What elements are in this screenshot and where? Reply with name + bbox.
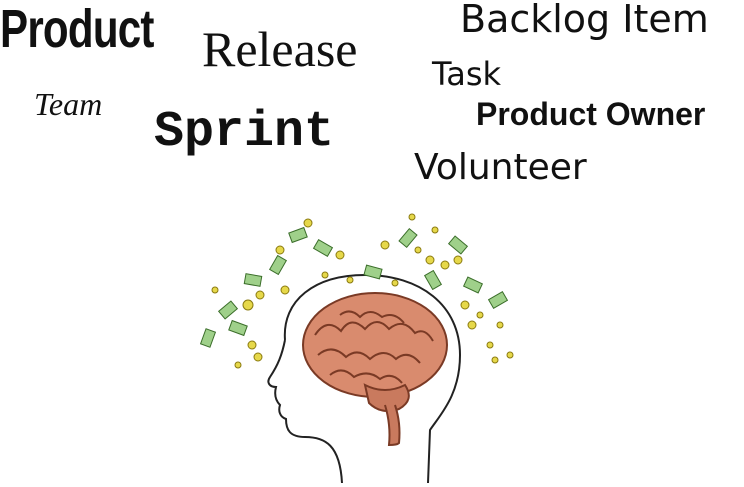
word-volunteer: Volunteer (414, 147, 587, 188)
brain-money-illustration (199, 213, 514, 484)
head-outline (267, 273, 462, 484)
brain (302, 292, 448, 447)
word-backlog-item: Backlog Item (460, 0, 709, 41)
money-notes (199, 226, 509, 348)
word-product-owner: Product Owner (476, 96, 706, 132)
word-team: Team (34, 86, 103, 122)
word-sprint: Sprint (154, 104, 335, 161)
word-product: Product (0, 0, 154, 59)
word-task: Task (432, 55, 502, 93)
coins (211, 213, 514, 369)
word-release: Release (202, 21, 358, 77)
